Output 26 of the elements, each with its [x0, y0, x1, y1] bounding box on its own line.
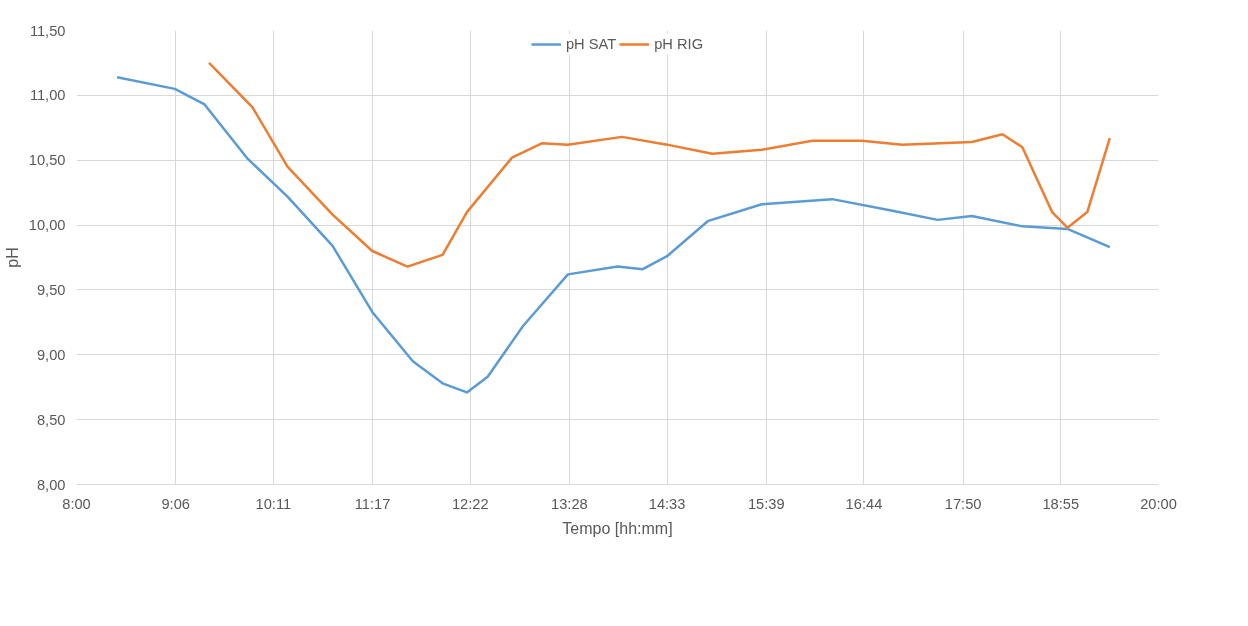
y-tick-label: 8,50 — [36, 411, 66, 428]
y-tick-label: 9,50 — [36, 281, 66, 298]
x-tick-label: 12:22 — [451, 495, 489, 512]
x-tick-label: 13:28 — [551, 495, 588, 512]
x-tick-label: 11:17 — [354, 495, 391, 512]
y-tick-label: 10,50 — [28, 152, 66, 169]
y-axis-title: pH — [3, 247, 21, 268]
y-tick-label: 10,00 — [28, 217, 66, 234]
x-axis-title: Tempo [hh:mm] — [562, 519, 673, 537]
y-tick-label: 9,00 — [36, 346, 66, 363]
line-series — [207, 61, 1112, 268]
y-tick-label: 8,00 — [36, 476, 66, 493]
y-tick-label: 11,00 — [29, 87, 66, 104]
x-tick-label: 16:44 — [845, 495, 883, 512]
legend-label: pH RIG — [654, 36, 704, 52]
y-tick-label: 11,50 — [29, 22, 66, 39]
x-tick-label: 17:50 — [944, 495, 982, 512]
line-series — [115, 75, 1112, 394]
x-tick-label: 10:11 — [255, 495, 292, 512]
x-tick-label: 18:55 — [1042, 495, 1080, 512]
x-tick-label: 9:06 — [161, 495, 190, 512]
x-tick-label: 14:33 — [648, 495, 686, 512]
x-tick-label: 20:00 — [1140, 495, 1177, 512]
legend-label: pH SAT — [565, 36, 617, 52]
x-tick-label: 8:00 — [62, 495, 91, 512]
x-tick-label: 15:39 — [747, 495, 785, 512]
